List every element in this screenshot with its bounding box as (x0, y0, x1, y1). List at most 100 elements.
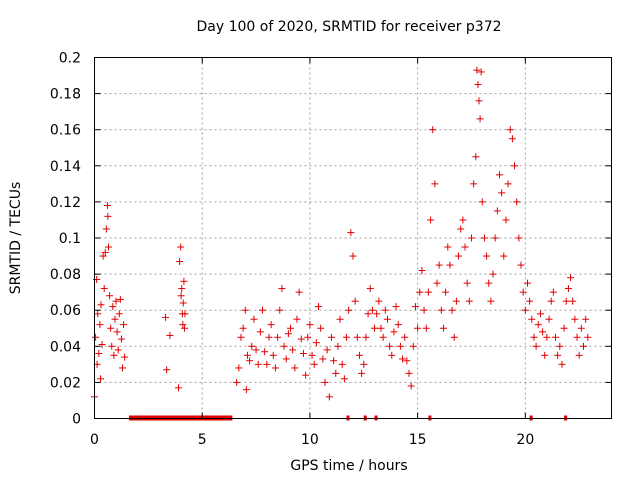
data-point (498, 189, 506, 197)
data-point (433, 279, 441, 287)
data-point (360, 360, 368, 368)
data-point (457, 225, 465, 233)
data-point (112, 297, 120, 305)
data-point (254, 360, 262, 368)
data-point (543, 333, 551, 341)
data-point (558, 360, 566, 368)
data-point (476, 115, 484, 123)
y-tick-label: 0.06 (50, 303, 81, 319)
data-point (444, 243, 452, 251)
data-point (106, 292, 114, 300)
data-point (515, 234, 523, 242)
data-point (364, 310, 372, 318)
data-point (330, 357, 338, 365)
data-point (403, 357, 411, 365)
data-point (243, 351, 251, 359)
data-point (409, 342, 417, 350)
data-point (101, 248, 109, 256)
data-point (304, 333, 312, 341)
data-point (545, 315, 553, 323)
data-point (418, 266, 426, 274)
data-point (424, 288, 432, 296)
data-point (280, 342, 288, 350)
data-point (475, 97, 483, 105)
data-point (526, 297, 534, 305)
data-point (577, 324, 585, 332)
data-point (439, 324, 447, 332)
data-point (560, 324, 568, 332)
data-point (422, 324, 430, 332)
data-point (375, 297, 383, 305)
data-point (113, 328, 121, 336)
data-point (233, 378, 241, 386)
data-point (269, 351, 277, 359)
data-point (474, 81, 482, 89)
data-point (100, 285, 108, 293)
data-point (179, 299, 187, 307)
data-point (386, 342, 394, 350)
data-point (306, 321, 314, 329)
data-point (94, 310, 102, 318)
data-point (547, 297, 555, 305)
data-point (177, 243, 185, 251)
data-point (239, 324, 247, 332)
data-point (302, 371, 310, 379)
data-point (472, 153, 480, 161)
data-point (274, 333, 282, 341)
data-point (246, 357, 254, 365)
data-point (455, 252, 463, 260)
data-point (461, 243, 469, 251)
data-point (321, 378, 329, 386)
data-point (319, 355, 327, 363)
data-point (448, 306, 456, 314)
data-point (98, 340, 106, 348)
data-point (467, 234, 475, 242)
data-point (115, 310, 123, 318)
x-tick-label: 15 (409, 432, 427, 448)
data-point (97, 301, 105, 309)
data-point (117, 335, 125, 343)
data-point (401, 333, 409, 341)
data-point (414, 324, 422, 332)
data-point (366, 285, 374, 293)
data-point (377, 324, 385, 332)
data-point (504, 180, 512, 188)
data-point (175, 384, 183, 392)
data-point (584, 333, 592, 341)
data-point (459, 216, 467, 224)
data-point (362, 333, 370, 341)
data-point (477, 68, 485, 76)
data-point (569, 297, 577, 305)
data-point (178, 285, 186, 293)
y-tick-label: 0.16 (50, 123, 81, 139)
y-tick-label: 0.02 (50, 375, 81, 391)
data-point (299, 350, 307, 358)
data-point (265, 333, 273, 341)
y-tick-label: 0.1 (59, 231, 81, 247)
data-point (241, 306, 249, 314)
data-point (259, 306, 267, 314)
data-point (235, 364, 243, 372)
y-tick-label: 0.18 (50, 87, 81, 103)
data-point (347, 229, 355, 237)
data-point (483, 252, 491, 260)
data-point (556, 342, 564, 350)
y-tick-label: 0.08 (50, 267, 81, 283)
x-axis: 0 5 10 15 20 (90, 57, 534, 448)
data-point (181, 310, 189, 318)
data-point (338, 360, 346, 368)
data-point (562, 297, 570, 305)
data-point (470, 180, 478, 188)
data-point (340, 375, 348, 383)
data-point (102, 225, 110, 233)
data-point (407, 382, 415, 390)
data-point (317, 324, 325, 332)
data-point (388, 351, 396, 359)
x-tick-label: 0 (90, 432, 99, 448)
data-point (437, 306, 445, 314)
data-point (511, 162, 519, 170)
data-point (349, 252, 357, 260)
data-point (334, 342, 342, 350)
y-tick-label: 0.12 (50, 195, 81, 211)
data-point (181, 324, 189, 332)
